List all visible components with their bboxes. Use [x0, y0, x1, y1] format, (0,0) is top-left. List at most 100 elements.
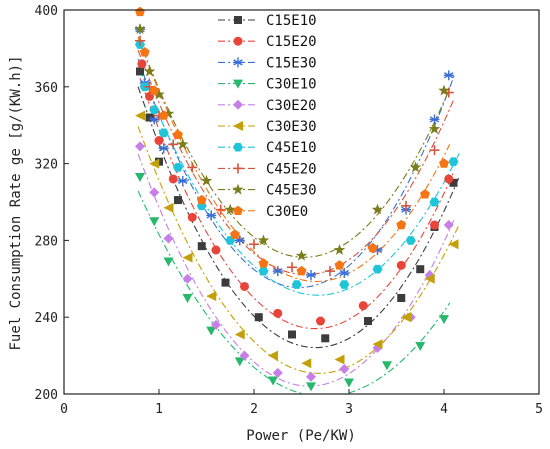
- data-point-C45E20: [401, 200, 411, 211]
- data-point-C45E30: [333, 244, 346, 255]
- data-point-C30E20: [149, 187, 160, 198]
- legend-label: C45E20: [266, 161, 317, 177]
- legend-marker: [233, 99, 243, 110]
- legend-label: C30E30: [266, 119, 317, 135]
- data-point-C45E30: [153, 88, 165, 100]
- data-point-C15E20: [358, 301, 368, 311]
- data-point-C15E20: [316, 316, 325, 326]
- data-point-C45E10: [372, 264, 383, 274]
- data-point-C30E0: [196, 194, 207, 205]
- x-tick-label: 4: [440, 402, 448, 417]
- data-point-C45E20: [187, 162, 198, 173]
- data-point-C15E10: [254, 313, 263, 322]
- data-point-C30E30: [268, 350, 278, 361]
- data-point-C45E10: [339, 280, 350, 289]
- data-point-C30E0: [158, 110, 169, 120]
- data-markers: [134, 6, 459, 392]
- legend: C15E10 C15E20 C15E30 C30E10 C30E20 C30E30 C45E…: [218, 13, 317, 220]
- data-point-C15E20: [168, 174, 178, 184]
- data-point-C30E30: [149, 158, 160, 169]
- data-point-C15E30: [339, 268, 350, 279]
- data-point-C30E30: [448, 239, 459, 250]
- data-point-C30E30: [301, 358, 312, 369]
- data-point-C15E10: [449, 178, 458, 187]
- data-point-C15E10: [221, 278, 230, 287]
- x-tick-label: 2: [250, 402, 258, 417]
- data-point-C15E20: [273, 308, 283, 318]
- fit-line-C45E30: [137, 36, 451, 258]
- y-tick-label: 320: [35, 158, 58, 173]
- data-point-C30E0: [230, 229, 240, 239]
- data-point-C30E10: [149, 217, 160, 227]
- data-point-C30E30: [334, 354, 345, 365]
- data-point-C30E20: [211, 319, 221, 330]
- data-point-C15E20: [396, 260, 406, 270]
- data-point-C30E10: [182, 294, 193, 303]
- data-point-C45E30: [200, 174, 213, 186]
- data-point-C30E20: [135, 141, 145, 152]
- legend-marker: [234, 16, 242, 24]
- data-point-C45E10: [158, 128, 169, 138]
- axes: 0 1 2 3 4 5 200 240 280 320 360 400: [35, 4, 543, 417]
- data-point-C15E10: [136, 67, 144, 76]
- data-point-C15E10: [288, 330, 296, 339]
- data-point-C15E20: [211, 245, 221, 255]
- data-point-C30E0: [135, 6, 145, 17]
- fit-line-C45E20: [137, 50, 455, 276]
- data-point-C15E10: [321, 334, 330, 343]
- data-point-C30E0: [296, 265, 307, 276]
- legend-marker: [233, 36, 243, 46]
- plot-frame: [63, 9, 540, 395]
- data-point-C30E0: [439, 158, 449, 168]
- data-point-C15E30: [443, 70, 454, 81]
- data-point-C45E10: [291, 280, 302, 289]
- data-point-C30E10: [439, 315, 449, 325]
- y-tick-label: 200: [35, 388, 58, 403]
- legend-label: C15E20: [266, 34, 317, 50]
- data-point-C45E30: [428, 123, 441, 134]
- data-point-C45E20: [168, 139, 179, 150]
- data-point-C15E30: [429, 114, 440, 125]
- legend-label: C30E0: [266, 204, 308, 220]
- data-point-C45E20: [249, 239, 259, 250]
- data-point-C15E20: [137, 59, 147, 69]
- data-point-C30E0: [420, 189, 430, 199]
- data-point-C30E0: [139, 47, 150, 57]
- data-point-C45E30: [295, 249, 308, 261]
- legend-marker: [233, 121, 243, 131]
- fit-line-C30E10: [137, 190, 451, 394]
- data-point-C15E10: [416, 265, 425, 274]
- data-point-C45E20: [215, 204, 226, 215]
- data-point-C15E10: [145, 113, 154, 122]
- data-point-C15E30: [272, 266, 283, 277]
- fit-line-C45E10: [137, 64, 460, 296]
- legend-label: C30E20: [266, 98, 317, 114]
- x-tick-label: 5: [535, 402, 543, 417]
- data-point-C30E10: [268, 376, 278, 386]
- data-point-C45E30: [143, 65, 156, 77]
- data-point-C30E30: [182, 252, 193, 263]
- legend-marker: [233, 142, 243, 152]
- data-point-C15E30: [177, 175, 188, 186]
- data-point-C30E10: [234, 357, 245, 367]
- data-point-C45E20: [287, 262, 297, 273]
- data-point-C15E20: [240, 281, 249, 291]
- legend-label: C15E10: [266, 13, 317, 29]
- data-point-C30E0: [396, 219, 407, 230]
- data-point-C30E30: [372, 339, 383, 350]
- fit-line-C30E30: [137, 126, 460, 374]
- data-point-C15E10: [174, 196, 182, 205]
- data-point-C30E10: [382, 361, 392, 371]
- legend-marker: [233, 205, 243, 216]
- data-point-C45E10: [173, 163, 183, 172]
- data-point-C30E0: [258, 258, 269, 268]
- data-point-C30E10: [163, 257, 174, 267]
- data-point-C30E0: [149, 85, 160, 95]
- legend-marker: [233, 79, 243, 89]
- data-point-C30E0: [367, 242, 378, 253]
- data-point-C15E20: [444, 174, 454, 184]
- data-point-C45E10: [429, 197, 440, 207]
- data-point-C45E30: [371, 203, 384, 215]
- data-point-C30E20: [339, 364, 350, 375]
- x-tick-label: 1: [155, 402, 163, 417]
